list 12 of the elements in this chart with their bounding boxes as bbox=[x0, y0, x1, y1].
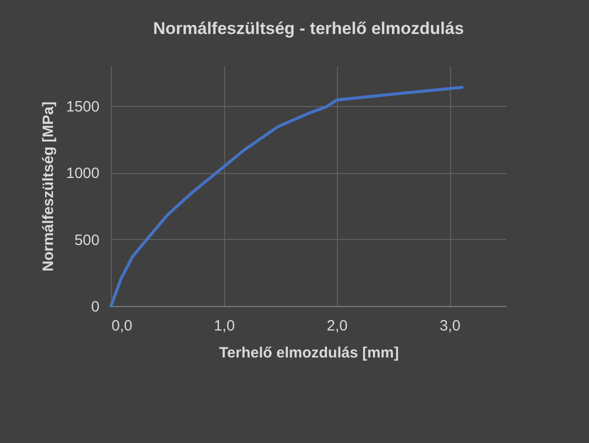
y-tick-label: 0 bbox=[91, 298, 100, 316]
x-tick-label: 3,0 bbox=[440, 318, 460, 334]
y-tick-label: 500 bbox=[74, 232, 100, 249]
x-axis-title: Terhelő elmozdulás [mm] bbox=[219, 344, 399, 362]
y-tick-label: 1000 bbox=[66, 165, 100, 182]
x-tick-label: 0,0 bbox=[112, 318, 132, 334]
x-tick-label: 1,0 bbox=[214, 318, 235, 334]
line-series bbox=[110, 86, 464, 308]
y-axis-title: Normálfeszültség [MPa] bbox=[40, 101, 58, 272]
y-tick-label: 1500 bbox=[66, 98, 100, 116]
x-tick-label: 2,0 bbox=[326, 318, 348, 334]
chart-title: Normálfeszültség - terhelő elmozdulás bbox=[153, 19, 464, 38]
